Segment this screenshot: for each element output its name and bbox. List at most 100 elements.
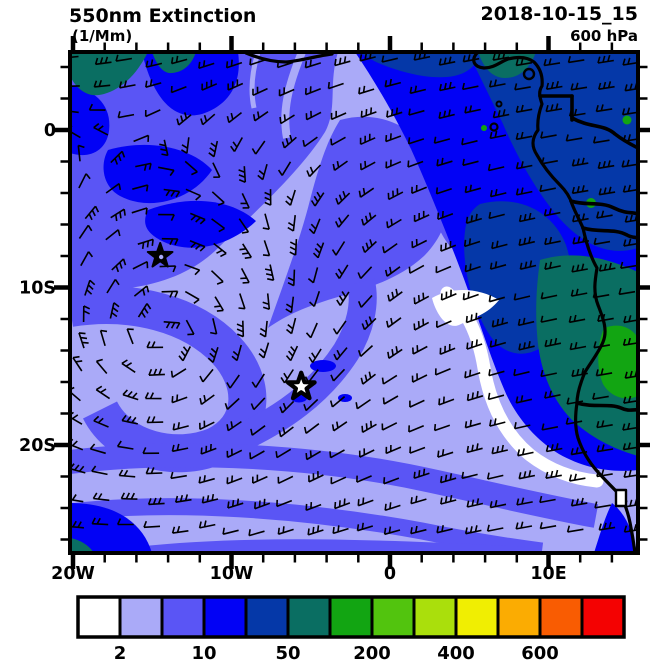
wind-barb [597,54,614,64]
wind-barb [360,371,376,385]
extinction-field-region [622,115,632,125]
wind-barb [238,166,247,183]
wind-barb [199,420,215,431]
wind-barb [331,241,346,256]
wind-barb [408,108,425,116]
wind-barb [462,158,479,167]
wind-barb [360,107,377,119]
wind-barb [200,113,216,126]
wind-barb [176,112,192,126]
wind-barb [199,394,215,406]
wind-barb [356,522,374,532]
wind-barb [332,320,347,335]
wind-barb [545,469,562,479]
wind-barb [93,80,111,88]
wind-barb [464,369,481,379]
wind-barb [413,52,431,61]
wind-barb [78,332,89,349]
wind-barb [596,210,613,219]
wind-barb [540,131,557,139]
wind-barb [142,447,160,455]
extinction-field-region [440,286,604,488]
wind-barb [439,81,456,92]
wind-barb [189,239,206,252]
wind-barb [236,320,245,338]
wind-barb [306,164,322,178]
wind-barb [539,495,556,504]
wind-barb [540,315,558,323]
wind-barb [211,218,225,233]
wind-barb [381,374,398,385]
wind-barb [312,242,325,259]
wind-barb [540,292,558,300]
border-angola-namibia [575,401,638,412]
wind-barb [489,418,506,427]
wind-barb [386,218,402,229]
wind-barb [382,395,399,405]
wind-barb [161,290,179,298]
wind-barb [384,502,401,512]
wind-barb [517,448,534,457]
wind-barb [413,318,430,331]
axis-labels: 20W 10W 0 10E 0 10S 20S [19,121,567,584]
wind-barb [264,264,275,281]
wind-barb [238,293,246,310]
y-axis-tick-label: 20S [19,436,56,456]
wind-barb [225,59,243,69]
wind-barb [213,242,227,258]
wind-barb [359,160,376,171]
x-axis-tick-label: 20W [51,564,95,584]
x-axis-tick-label: 10E [530,564,566,584]
wind-barb [598,262,616,272]
wind-barb [333,347,348,361]
extinction-field-region [70,443,599,528]
wind-barb [251,373,265,388]
wind-barb [598,81,615,90]
wind-barb [201,493,219,504]
wind-barb [180,137,190,154]
wind-barb [439,343,456,356]
wind-barb [95,385,111,400]
wind-barb [250,425,266,436]
wind-barb [212,162,221,178]
wind-barb [277,161,292,176]
wind-barb [592,392,609,400]
wind-barb [184,160,198,176]
colorbar-cell [454,595,500,639]
wind-barb [231,344,242,362]
wind-barb [159,139,169,157]
wind-barb [411,184,428,195]
wind-barb [598,186,616,196]
wind-barb [226,420,242,432]
border-congo-angola [581,226,638,240]
wind-barb [544,337,562,348]
wind-barb [118,469,136,478]
wind-barb [279,400,295,414]
wind-barb [572,235,590,245]
wind-barb [412,345,428,355]
wind-barb [148,368,165,376]
wind-barb [144,109,161,118]
wind-barb [489,188,507,198]
wind-barb [254,498,271,510]
border-congo [569,199,638,216]
wind-barb [440,494,457,505]
extinction-field-region [310,360,336,372]
wind-barb [385,159,402,169]
wind-barb [135,162,152,171]
wind-barb [145,467,163,475]
wind-barb [305,110,322,121]
wind-barb [93,122,109,136]
wind-barb [571,185,589,195]
wind-barb [170,471,187,480]
wind-barb [174,494,192,503]
wind-barb [571,368,588,378]
wind-barb [275,448,292,459]
wind-barb [409,446,426,454]
wind-barb [437,210,454,220]
wind-barb [436,320,452,329]
pressure-level-label: 600 hPa [570,27,638,45]
border-gabon-congo [570,116,638,150]
y-axis-tick-label: 0 [44,121,56,141]
wind-barb [116,440,134,450]
